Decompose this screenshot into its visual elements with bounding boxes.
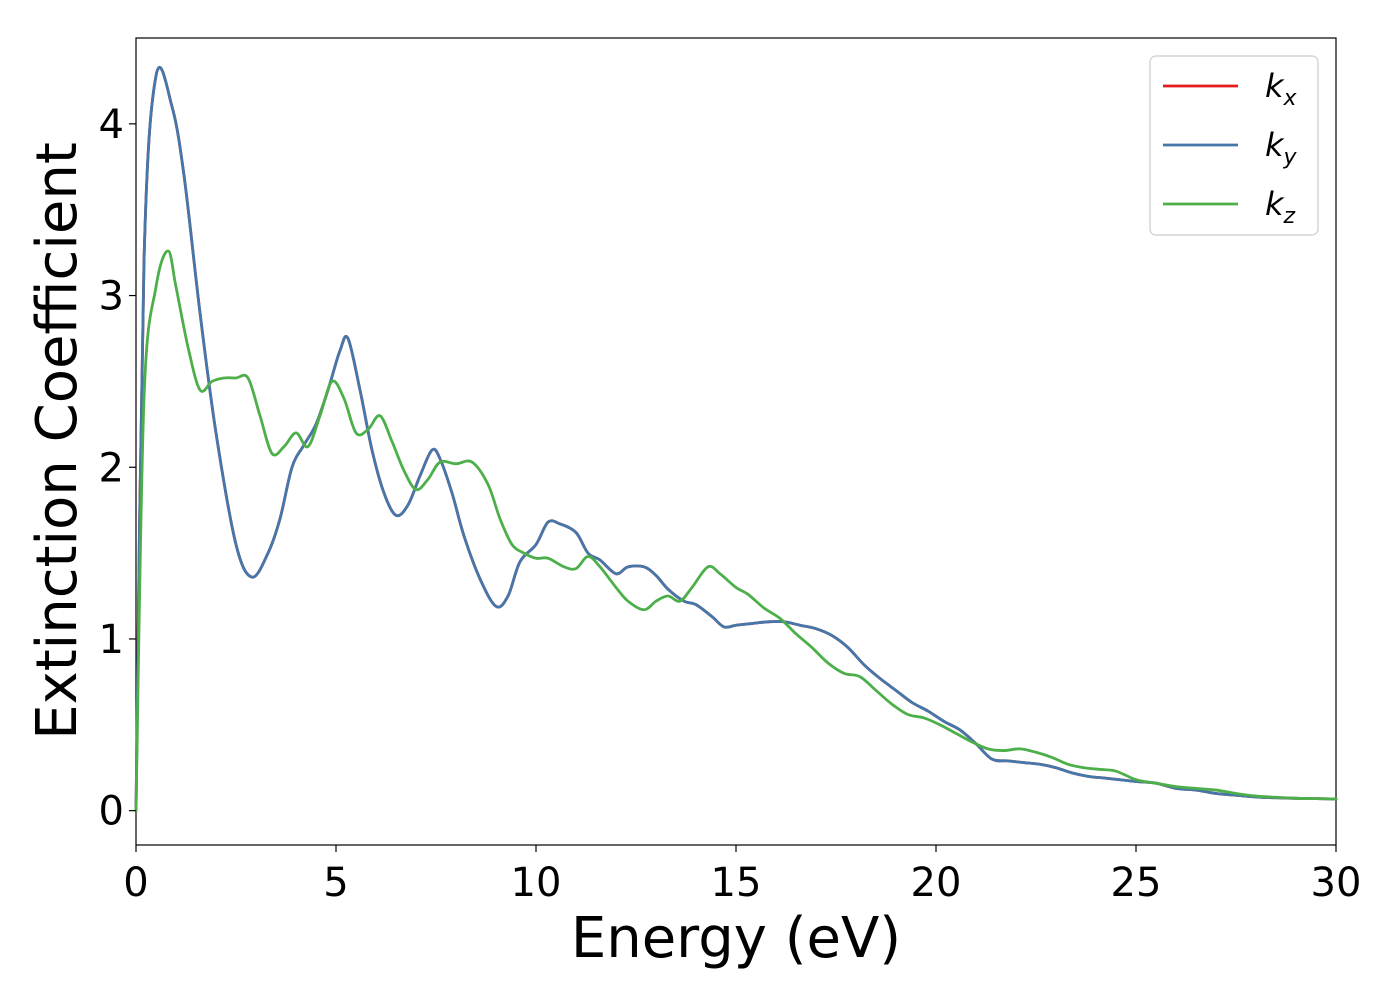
x-tick-label: 25 xyxy=(1111,860,1162,906)
legend-label-kz: kz xyxy=(1265,185,1296,229)
x-tick-label: 30 xyxy=(1311,860,1362,906)
x-tick-label: 5 xyxy=(323,860,348,906)
series-layer xyxy=(134,66,1338,813)
x-axis-title: Energy (eV) xyxy=(571,906,901,971)
legend: kx ky kz xyxy=(1149,55,1319,236)
y-tick-label: 4 xyxy=(99,102,124,148)
x-tick-label: 10 xyxy=(511,860,562,906)
y-tick-label: 1 xyxy=(99,617,124,663)
x-tick-label: 20 xyxy=(911,860,962,906)
legend-label-kx: kx xyxy=(1265,67,1298,111)
y-axis-title: Extinction Coefficient xyxy=(25,142,90,740)
x-tick-label: 0 xyxy=(123,860,148,906)
legend-label-ky: ky xyxy=(1265,126,1298,170)
y-tick-label: 3 xyxy=(99,274,124,320)
y-axis-ticks: 0 1 2 3 4 xyxy=(99,102,136,835)
x-tick-label: 15 xyxy=(711,860,762,906)
series-line-kz xyxy=(134,249,1338,813)
y-tick-label: 2 xyxy=(99,445,124,491)
series-line-ky xyxy=(134,66,1338,813)
y-tick-label: 0 xyxy=(99,789,124,835)
x-axis-ticks: 0 5 10 15 20 25 30 xyxy=(123,845,1361,906)
